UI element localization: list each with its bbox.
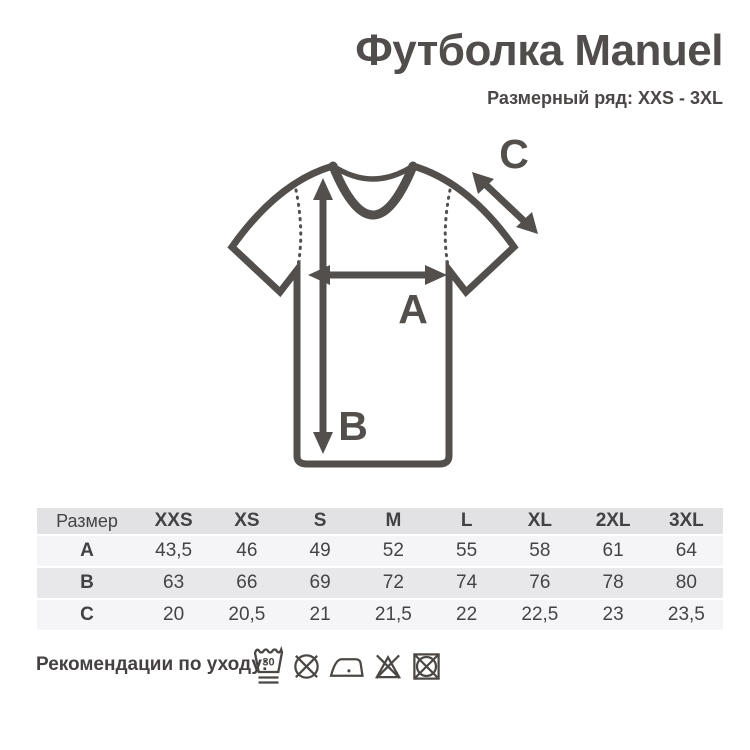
arrowhead [313, 178, 333, 200]
right-seam-dotted-line [443, 188, 452, 272]
table-cell: 64 [675, 540, 697, 561]
tshirt-measurement-diagram: A B C [227, 131, 538, 468]
table-corner-label: Размер [56, 510, 118, 531]
table-cell: 20,5 [228, 604, 266, 625]
do-not-dry-clean-icon [294, 653, 319, 679]
collar-bottom-arc [328, 161, 418, 220]
wash-30-gentle-icon: 30 [253, 645, 284, 684]
table-cell: 23 [602, 604, 624, 625]
table-cell: 22 [456, 604, 478, 625]
table-cell: 21 [309, 604, 331, 625]
label-c: C [499, 131, 529, 177]
table-cell: 49 [309, 540, 331, 561]
care-recommendations-label: Рекомендации по уходу: [36, 654, 268, 675]
care-icons-row: 30 [253, 643, 442, 689]
table-cell: 46 [236, 540, 258, 561]
sleeve-arrow-c [482, 181, 528, 225]
size-header-cell: XXS [154, 510, 193, 531]
table-row: C 20 20,5 21 21,5 22 22,5 23 23,5 [37, 600, 723, 632]
arrowhead [308, 265, 330, 285]
table-header-row: Размер XXS XS S M L XL 2XL 3XL [37, 508, 723, 536]
size-header-cell: 3XL [668, 510, 704, 531]
size-header-cell: M [385, 510, 402, 531]
label-a: A [398, 286, 428, 332]
arrowhead [516, 212, 538, 234]
size-range-subtitle: Размерный ряд: XXS - 3XL [487, 88, 723, 108]
table-cell: 66 [236, 572, 258, 593]
wash-temperature: 30 [262, 657, 274, 669]
table-cell: 78 [602, 572, 624, 593]
table-cell: 52 [382, 540, 404, 561]
collar-top-arc [330, 163, 416, 182]
arrowhead [425, 265, 447, 285]
table-cell: 69 [309, 572, 331, 593]
table-cell: 72 [382, 572, 404, 593]
table-cell: 20 [163, 604, 185, 625]
table-cell: 63 [163, 572, 185, 593]
table-cell: 55 [456, 540, 478, 561]
size-header-cell: L [460, 510, 473, 531]
iron-low-temp-icon [329, 657, 364, 677]
row-label: A [80, 540, 94, 561]
table-cell: 80 [675, 572, 697, 593]
row-label: B [80, 572, 94, 593]
tshirt-outline [227, 162, 519, 468]
size-header-cell: 2XL [595, 510, 631, 531]
table-cell: 76 [529, 572, 551, 593]
table-cell: 74 [456, 572, 478, 593]
size-header-cell: XL [527, 510, 553, 531]
table-cell: 23,5 [667, 604, 705, 625]
page-title: Футболка Manuel [355, 26, 723, 75]
size-header-cell: S [313, 510, 327, 531]
arrowhead [313, 432, 333, 454]
row-label: C [80, 604, 94, 625]
size-table: Размер XXS XS S M L XL 2XL 3XL A 43,5 46 49 52 55 58 61 6… [37, 508, 723, 632]
table-cell: 22,5 [521, 604, 559, 625]
do-not-tumble-dry-icon [413, 652, 440, 680]
table-cell: 43,5 [155, 540, 193, 561]
table-row: A 43,5 46 49 52 55 58 61 64 [37, 536, 723, 568]
do-not-bleach-icon [374, 654, 402, 679]
table-row: B 63 66 69 72 74 76 78 80 [37, 568, 723, 600]
arrowhead [472, 172, 494, 194]
left-seam-dotted-line [294, 188, 303, 272]
label-b: B [338, 403, 368, 449]
size-header-cell: XS [234, 510, 260, 531]
table-cell: 58 [529, 540, 551, 561]
table-cell: 61 [602, 540, 624, 561]
table-cell: 21,5 [374, 604, 412, 625]
